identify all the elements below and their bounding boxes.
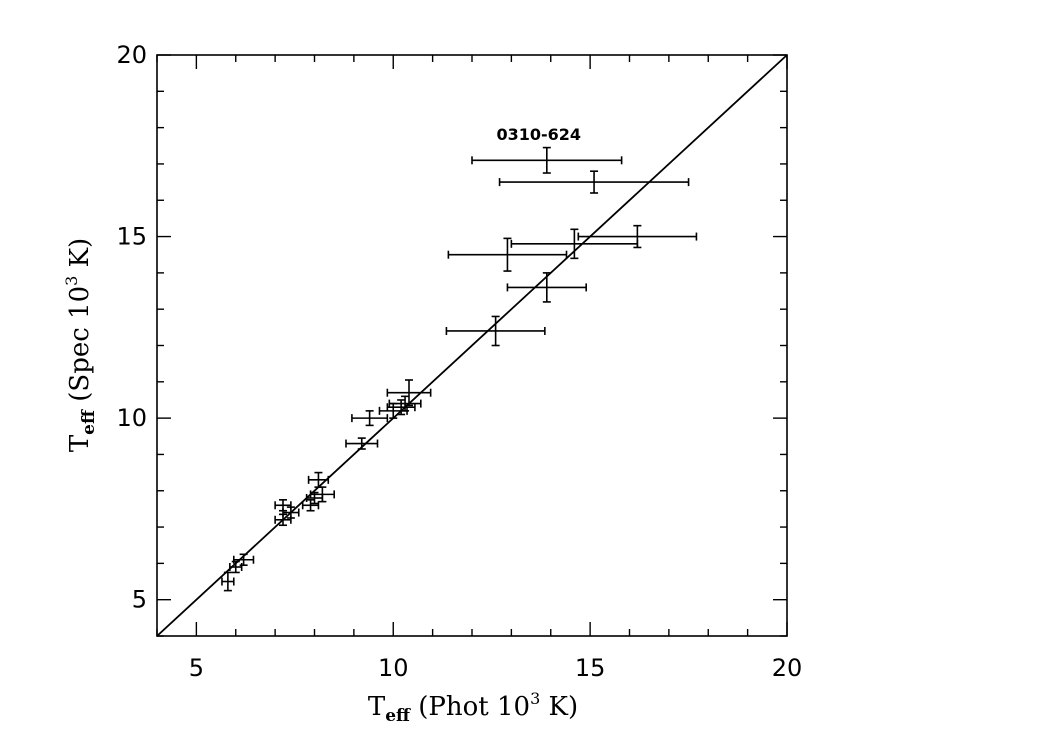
y-tick-label: 15	[116, 223, 147, 251]
data-point	[386, 399, 416, 416]
data-point	[221, 571, 235, 592]
data-point	[577, 224, 698, 249]
data-point	[498, 170, 690, 194]
annotations: 0310-624	[496, 125, 581, 144]
data-point	[386, 379, 432, 407]
data-point	[232, 553, 255, 566]
data-point	[351, 410, 389, 427]
x-axis-label: Teff (Phot 103 K)	[368, 689, 578, 726]
x-tick-label: 10	[378, 654, 409, 682]
y-tick-label: 10	[116, 404, 147, 432]
data-point	[345, 437, 379, 450]
data-point	[388, 395, 422, 412]
tick-labels: 5 10 15 20 5 10 15 20	[116, 41, 802, 682]
data-points	[221, 146, 698, 592]
x-tick-label: 5	[189, 654, 204, 682]
data-point	[301, 499, 320, 512]
y-tick-label: 5	[132, 586, 147, 614]
one-to-one-line	[156, 54, 788, 637]
x-tick-label: 15	[575, 654, 606, 682]
data-point	[282, 506, 300, 519]
y-tick-label: 20	[116, 41, 147, 69]
data-point	[307, 471, 330, 488]
x-tick-label: 20	[772, 654, 803, 682]
annotation-label: 0310-624	[496, 125, 581, 144]
data-point	[445, 315, 546, 347]
data-point	[447, 237, 568, 272]
data-point	[229, 560, 243, 574]
y-axis-label: Teff (Spec 103 K)	[62, 238, 99, 452]
data-point	[471, 146, 623, 174]
axis-ticks	[156, 54, 788, 637]
data-point	[506, 272, 587, 303]
